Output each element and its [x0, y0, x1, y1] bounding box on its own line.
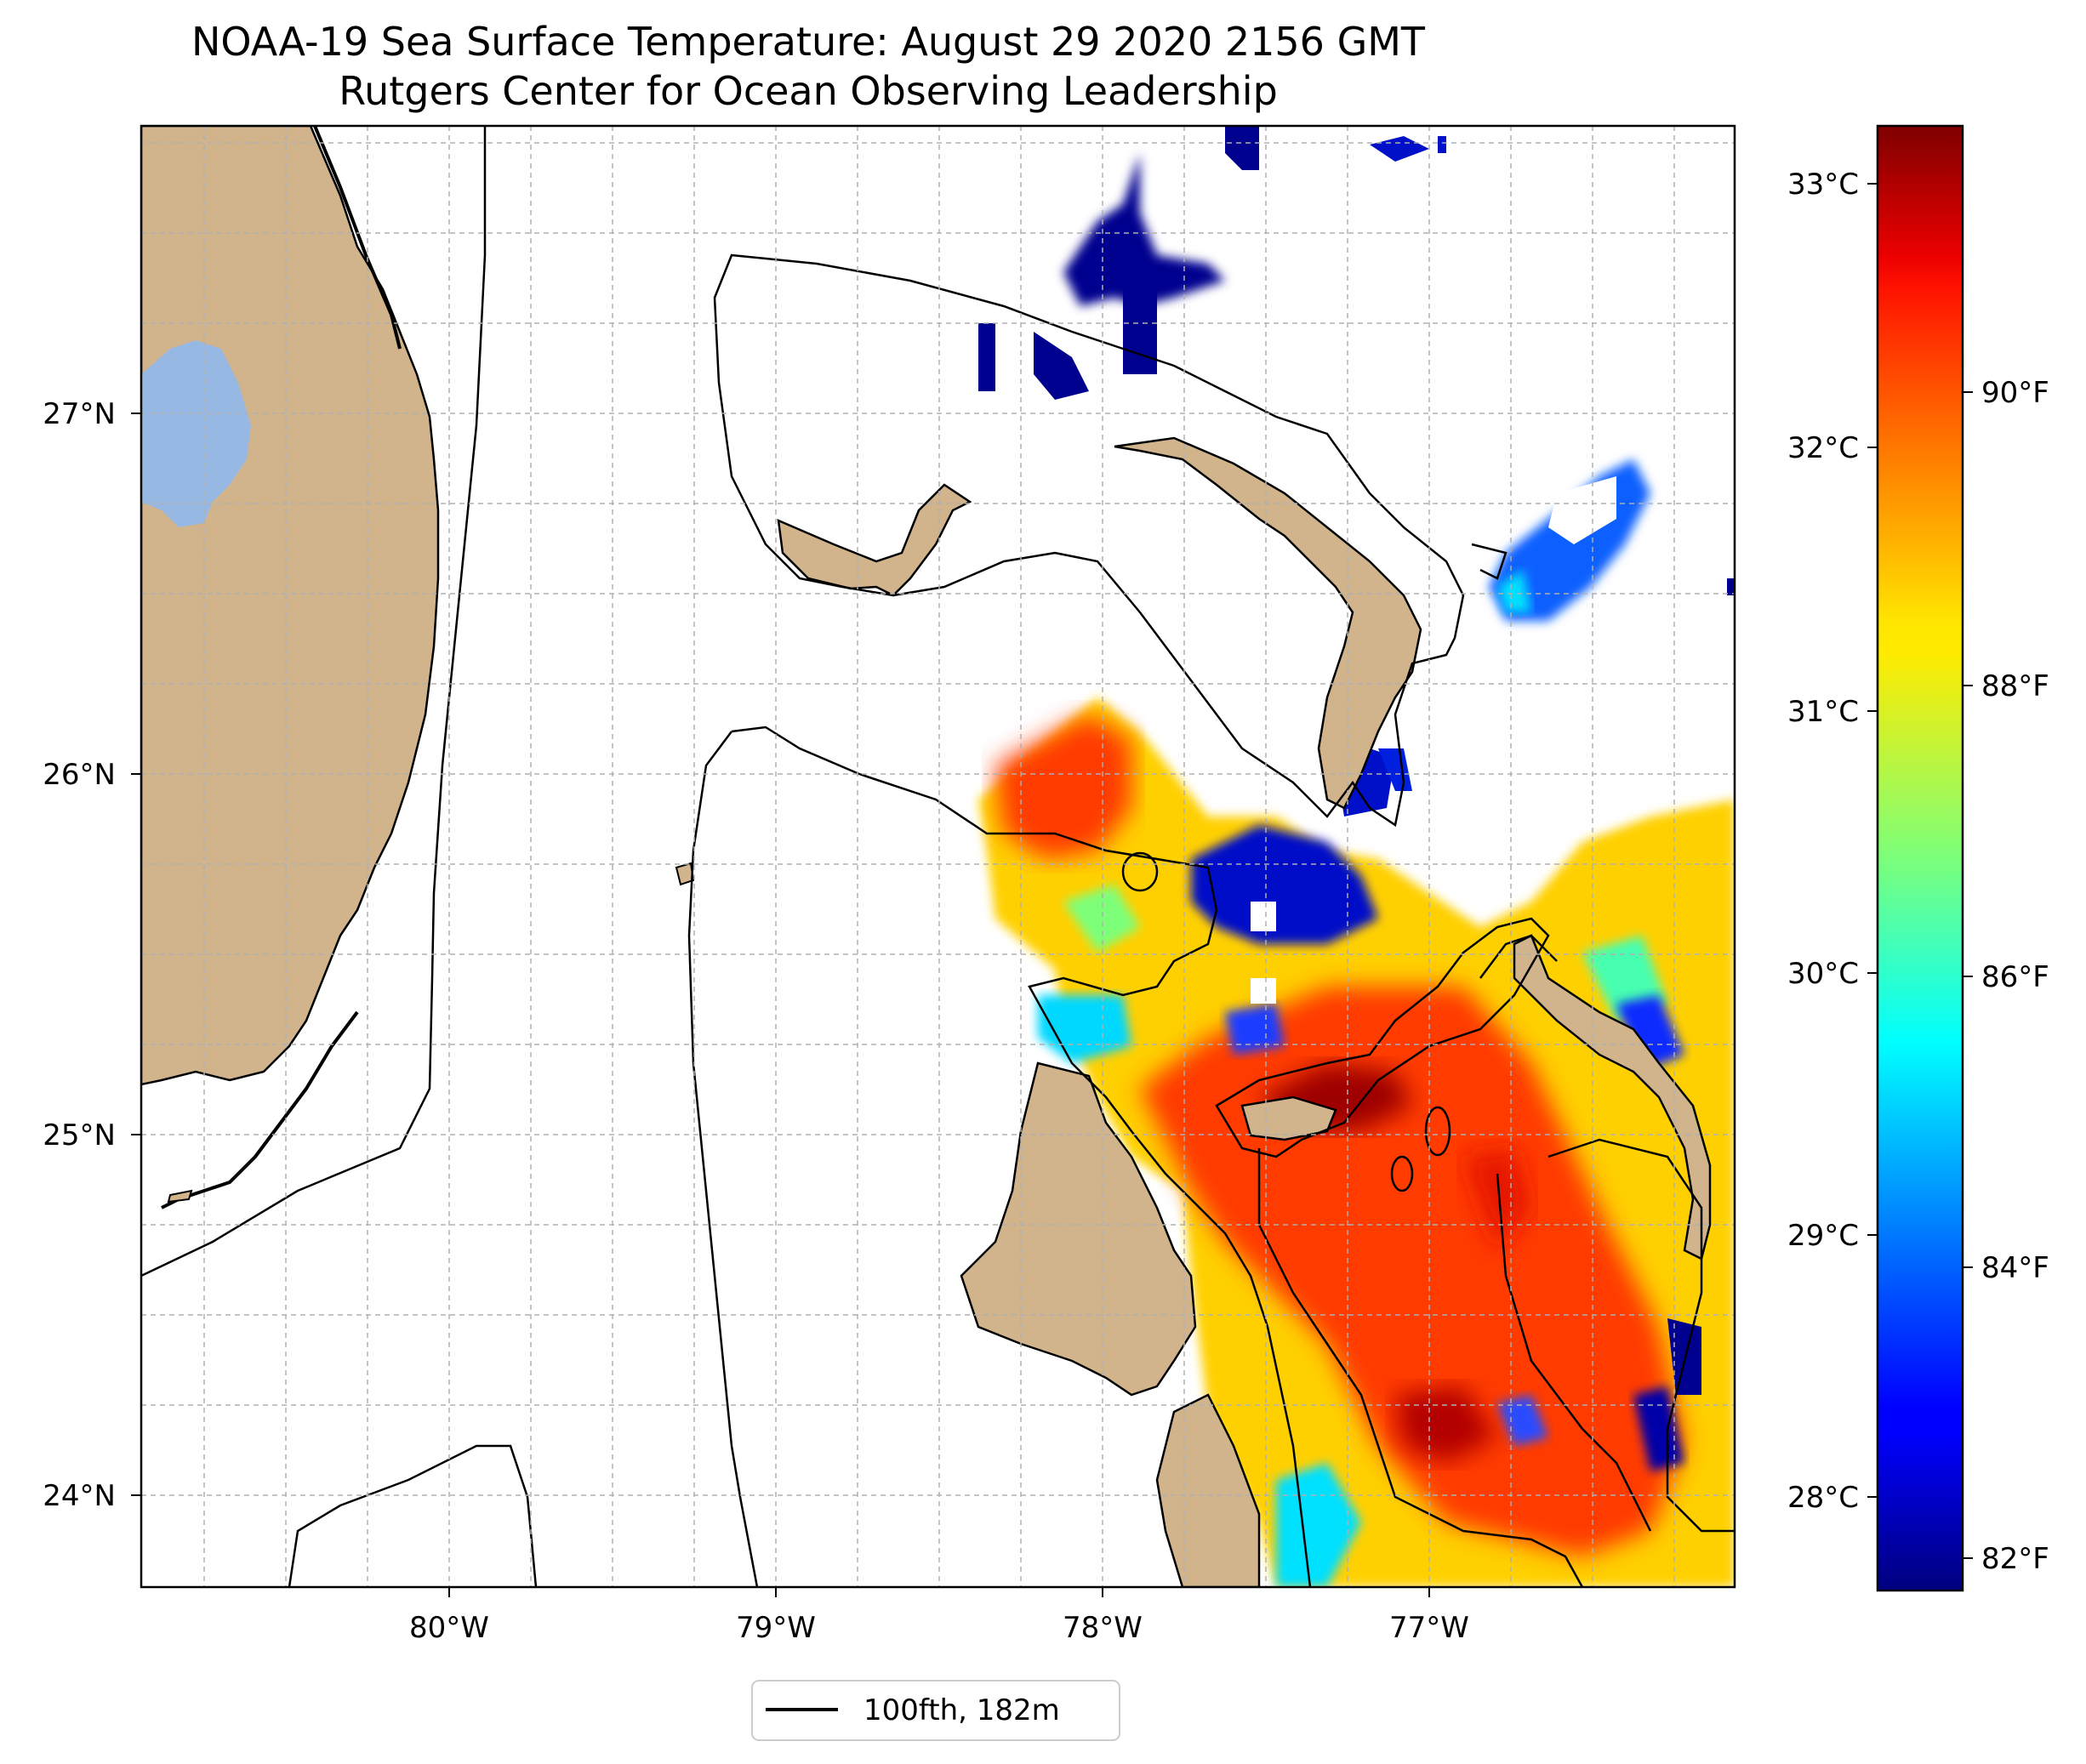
eleuthera-island	[1513, 934, 1712, 1260]
map-subtitle: Rutgers Center for Ocean Observing Leade…	[339, 68, 1278, 114]
lon-label-77w: 77°W	[1389, 1611, 1469, 1645]
legend-label: 100fth, 182m	[863, 1693, 1060, 1727]
colorbar-f-90: 90°F	[1981, 376, 2049, 410]
colorbar-f-82: 82°F	[1981, 1542, 2049, 1576]
colorbar-c-28: 28°C	[1787, 1481, 1859, 1515]
lat-label-26n: 26°N	[43, 758, 116, 792]
andros-island	[960, 1061, 1197, 1397]
colorbar-f-88: 88°F	[1981, 669, 2049, 703]
map-gridlines	[141, 126, 1735, 1587]
colorbar-f-84: 84°F	[1981, 1251, 2049, 1285]
isobath-100fth	[141, 126, 1735, 1587]
lon-label-79w: 79°W	[736, 1611, 816, 1645]
lon-label-78w: 78°W	[1063, 1611, 1143, 1645]
florida-barrier-island	[313, 126, 402, 350]
lat-label-24n: 24°N	[43, 1479, 116, 1513]
legend: 100fth, 182m	[751, 1680, 1120, 1741]
colorbar-c-32: 32°C	[1787, 431, 1859, 465]
map-title: NOAA-19 Sea Surface Temperature: August …	[191, 19, 1425, 65]
lat-label-27n: 27°N	[43, 397, 116, 431]
colorbar-c-33: 33°C	[1787, 168, 1859, 202]
lon-label-80w: 80°W	[409, 1611, 489, 1645]
lat-label-25n: 25°N	[43, 1118, 116, 1152]
colorbar-f-86: 86°F	[1981, 960, 2049, 994]
colorbar-c-30: 30°C	[1787, 957, 1859, 991]
colorbar	[1876, 124, 1964, 1592]
colorbar-c-29: 29°C	[1787, 1219, 1859, 1253]
colorbar-c-31: 31°C	[1787, 695, 1859, 729]
lake-okeechobee	[141, 340, 251, 527]
